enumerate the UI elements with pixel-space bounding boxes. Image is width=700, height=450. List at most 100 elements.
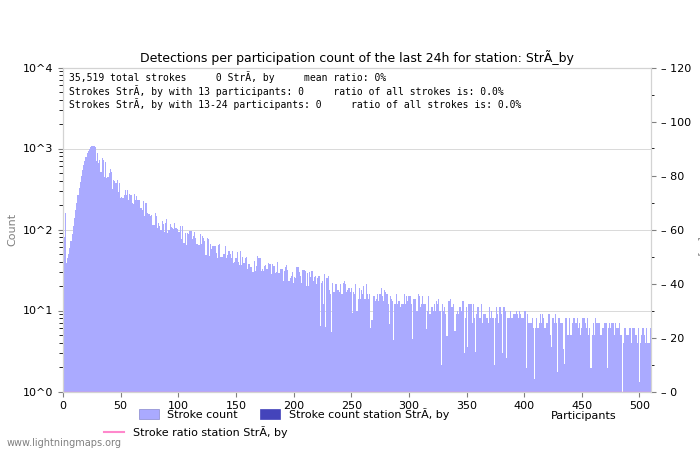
Bar bbox=[234, 262, 235, 450]
Bar bbox=[608, 328, 609, 450]
Bar bbox=[251, 272, 253, 450]
Bar bbox=[502, 352, 503, 450]
Bar bbox=[336, 284, 337, 450]
Bar bbox=[611, 323, 612, 450]
Bar bbox=[101, 172, 102, 450]
Bar bbox=[477, 307, 479, 450]
Bar bbox=[543, 318, 545, 450]
Bar bbox=[377, 294, 378, 450]
Bar bbox=[581, 328, 582, 450]
Bar bbox=[472, 323, 473, 450]
Bar bbox=[262, 269, 263, 450]
Bar bbox=[625, 328, 626, 450]
Bar bbox=[143, 201, 144, 450]
Bar bbox=[402, 304, 404, 450]
Bar bbox=[565, 318, 566, 450]
Bar bbox=[338, 290, 339, 450]
Bar bbox=[467, 347, 468, 450]
Bar bbox=[550, 335, 552, 450]
Bar bbox=[616, 328, 617, 450]
Bar bbox=[436, 301, 437, 450]
Bar bbox=[566, 318, 568, 450]
Bar bbox=[575, 323, 577, 450]
Bar bbox=[482, 323, 483, 450]
Bar bbox=[228, 251, 230, 450]
Bar bbox=[232, 251, 233, 450]
Bar bbox=[73, 226, 74, 450]
Bar bbox=[365, 284, 367, 450]
Bar bbox=[233, 263, 235, 450]
Bar bbox=[160, 230, 162, 450]
Bar bbox=[307, 273, 308, 450]
Bar bbox=[533, 328, 534, 450]
Bar bbox=[316, 284, 317, 450]
Bar bbox=[399, 301, 400, 450]
Bar bbox=[211, 249, 212, 450]
Bar bbox=[570, 335, 571, 450]
Bar bbox=[303, 270, 304, 450]
Bar bbox=[414, 299, 415, 450]
Bar bbox=[577, 318, 578, 450]
Bar bbox=[548, 314, 549, 450]
Bar bbox=[162, 224, 164, 450]
Bar bbox=[594, 335, 595, 450]
Bar bbox=[323, 304, 324, 450]
Bar bbox=[164, 232, 165, 450]
Bar bbox=[171, 227, 172, 450]
Bar bbox=[634, 328, 636, 450]
Bar bbox=[499, 307, 500, 450]
Bar bbox=[515, 310, 517, 450]
Bar bbox=[384, 290, 385, 450]
Bar bbox=[202, 236, 203, 450]
Bar bbox=[540, 314, 541, 450]
Bar bbox=[617, 328, 618, 450]
Bar bbox=[434, 304, 435, 450]
Bar bbox=[391, 299, 392, 450]
Bar bbox=[270, 265, 271, 450]
Bar bbox=[69, 248, 71, 450]
Bar bbox=[127, 190, 128, 450]
Bar bbox=[189, 231, 190, 450]
Bar bbox=[94, 147, 96, 450]
Bar bbox=[372, 296, 374, 450]
Bar bbox=[137, 200, 139, 450]
Bar bbox=[356, 311, 358, 450]
Bar bbox=[90, 147, 91, 450]
Bar bbox=[111, 172, 112, 450]
Bar bbox=[180, 226, 181, 450]
Bar bbox=[103, 160, 104, 450]
Bar bbox=[556, 323, 557, 450]
Bar bbox=[362, 294, 363, 450]
Bar bbox=[181, 238, 182, 450]
Bar bbox=[491, 310, 493, 450]
Bar bbox=[547, 323, 548, 450]
Bar bbox=[443, 310, 444, 450]
Bar bbox=[574, 318, 575, 450]
Bar bbox=[112, 189, 113, 450]
Bar bbox=[179, 232, 180, 450]
Bar bbox=[345, 284, 346, 450]
Bar bbox=[520, 314, 522, 450]
Bar bbox=[123, 195, 125, 450]
Bar bbox=[285, 267, 286, 450]
Bar bbox=[329, 290, 330, 450]
Bar bbox=[454, 331, 456, 450]
Bar bbox=[459, 307, 460, 450]
Bar bbox=[479, 318, 480, 450]
Bar bbox=[337, 290, 338, 450]
Bar bbox=[496, 307, 497, 450]
Bar bbox=[219, 243, 220, 450]
Bar bbox=[158, 223, 160, 450]
Bar bbox=[290, 275, 292, 450]
Bar bbox=[256, 266, 258, 450]
Bar bbox=[132, 203, 133, 450]
Bar bbox=[156, 216, 157, 450]
Bar bbox=[231, 257, 232, 450]
Bar bbox=[117, 180, 118, 450]
Bar bbox=[128, 200, 130, 450]
Bar bbox=[450, 299, 451, 450]
Bar bbox=[142, 210, 143, 450]
Bar bbox=[246, 257, 247, 450]
Bar bbox=[587, 318, 588, 450]
Text: www.lightningmaps.org: www.lightningmaps.org bbox=[7, 438, 122, 448]
